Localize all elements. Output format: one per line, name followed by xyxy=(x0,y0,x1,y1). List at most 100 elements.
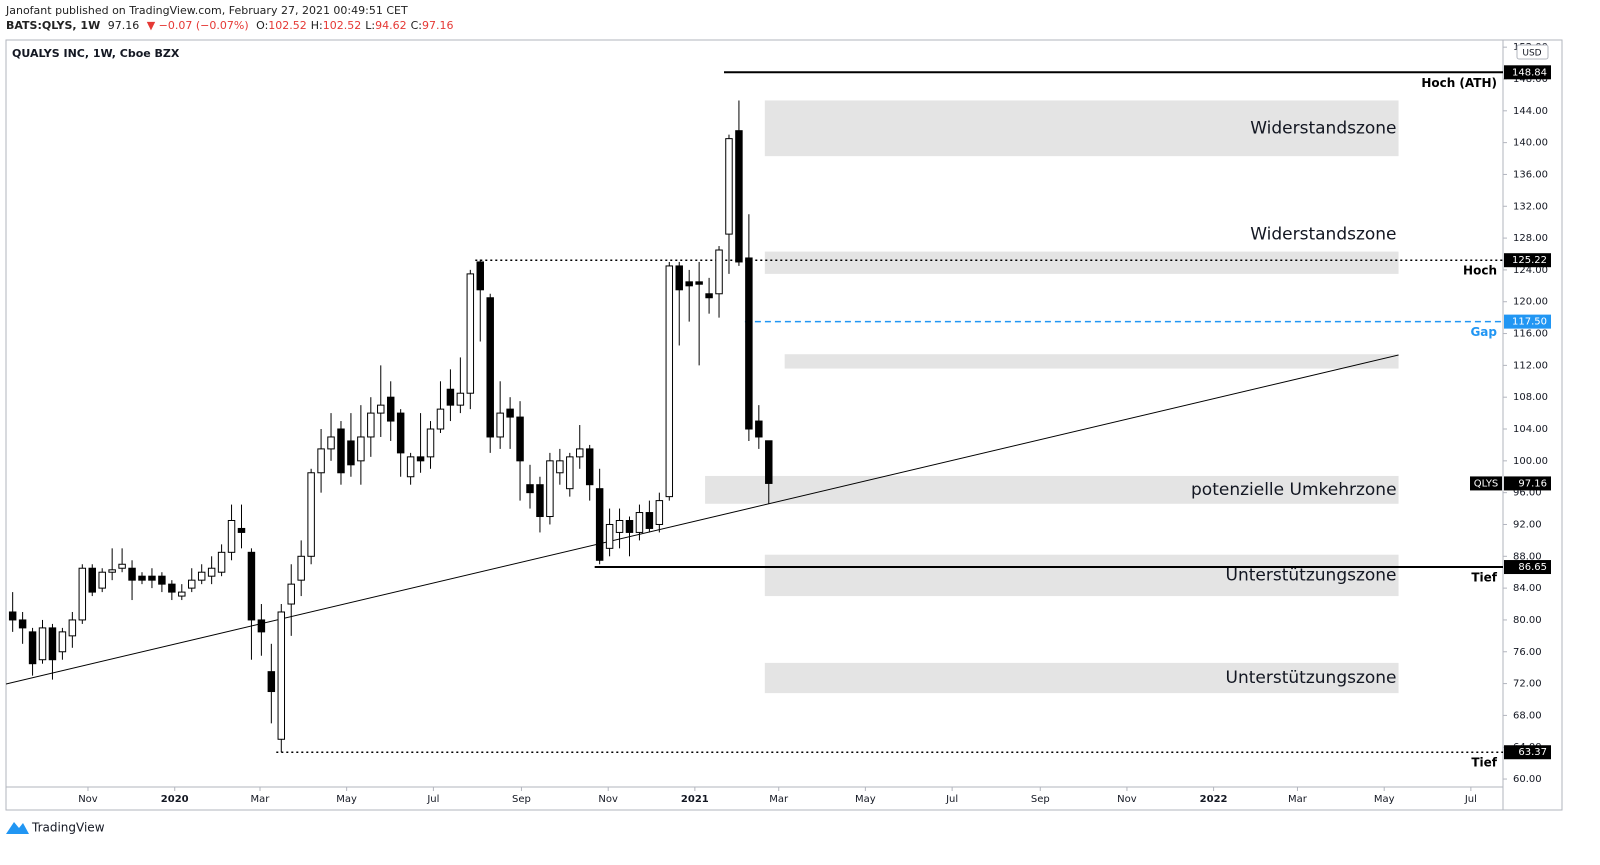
candle-body xyxy=(307,472,315,557)
ohlc-label: H: xyxy=(311,19,323,32)
ohlc-value: 102.52 xyxy=(268,19,307,32)
zone xyxy=(764,662,1399,694)
candle-body xyxy=(207,567,216,577)
price-badge xyxy=(1504,560,1551,575)
candle-body xyxy=(78,567,87,621)
candle-body xyxy=(576,448,584,458)
candle-body xyxy=(645,512,654,529)
zone-label: Unterstützungszone xyxy=(1226,668,1397,688)
x-tick-label: May xyxy=(1374,794,1395,805)
axes: Hoch (ATH)HochGapTiefTief60.0064.0068.00… xyxy=(78,42,1551,805)
symbol-badge-label: QLYS xyxy=(1474,478,1499,489)
candle-body xyxy=(257,619,266,633)
candle-body xyxy=(595,488,604,561)
candle-body xyxy=(655,500,664,525)
zone xyxy=(764,251,1399,274)
x-tick-label: Jul xyxy=(945,794,958,805)
candle-body xyxy=(88,567,96,593)
candle-body xyxy=(118,563,126,569)
candle-body xyxy=(317,448,325,474)
candle-body xyxy=(615,519,624,533)
candle-body xyxy=(98,571,106,589)
price-badge-label: 125.22 xyxy=(1512,255,1547,266)
x-tick-label: Mar xyxy=(769,794,789,805)
level-name: Hoch xyxy=(1463,264,1497,278)
y-tick-label: 96.00 xyxy=(1513,488,1542,499)
x-tick-label: Jul xyxy=(426,794,439,805)
candle-body xyxy=(28,631,37,665)
y-tick-label: 92.00 xyxy=(1513,519,1542,530)
y-tick-label: 108.00 xyxy=(1513,392,1548,403)
candle-body xyxy=(377,404,385,414)
candle-body xyxy=(217,551,226,573)
symbol: BATS:QLYS, 1W xyxy=(6,19,100,32)
candle-body xyxy=(197,571,206,581)
logo-icon xyxy=(6,822,29,834)
ohlc-label: L: xyxy=(365,19,375,32)
candle-body xyxy=(237,527,246,533)
author-line: Janofant published on TradingView.com, F… xyxy=(5,4,408,17)
y-tick-label: 68.00 xyxy=(1513,710,1542,721)
candle-body xyxy=(546,460,554,518)
candle-body xyxy=(416,456,425,462)
candle-body xyxy=(58,631,67,653)
x-tick-label: Sep xyxy=(512,794,531,805)
y-tick-label: 84.00 xyxy=(1513,583,1542,594)
candle-body xyxy=(715,249,723,295)
price-badge-label: 148.84 xyxy=(1512,67,1547,78)
candle-body xyxy=(695,281,703,285)
candle-body xyxy=(48,627,57,661)
candle-body xyxy=(68,619,77,637)
ohlc-value: 102.52 xyxy=(323,19,362,32)
x-tick-label: Nov xyxy=(78,794,98,805)
currency: USD xyxy=(1522,49,1541,59)
trendline xyxy=(6,354,1399,685)
candle-body xyxy=(178,591,186,597)
y-tick-label: 112.00 xyxy=(1513,360,1548,371)
y-tick-label: 104.00 xyxy=(1513,424,1548,435)
candle-body xyxy=(745,257,753,430)
candle-body xyxy=(665,265,674,498)
zone-label: Widerstandszone xyxy=(1250,225,1396,245)
brand: TradingView xyxy=(31,821,105,835)
ohlc-value: 94.62 xyxy=(375,19,407,32)
level-name: Gap xyxy=(1470,325,1497,339)
candle-body xyxy=(496,412,504,438)
tradingview-logo xyxy=(6,822,29,834)
zone xyxy=(764,100,1399,157)
candle-body xyxy=(327,436,335,450)
last: 97.16 xyxy=(108,19,140,32)
candle-body xyxy=(765,440,773,484)
zone-label: Widerstandszone xyxy=(1250,118,1396,138)
candle-body xyxy=(337,428,345,474)
price-badge-label: 97.16 xyxy=(1518,478,1547,489)
candle-body xyxy=(426,428,435,458)
x-tick-label: 2022 xyxy=(1200,794,1228,805)
x-tick-label: 2021 xyxy=(681,794,709,805)
candle-body xyxy=(675,265,683,291)
change: ▼ −0.07 (−0.07%) xyxy=(147,19,249,32)
ohlc-value: 97.16 xyxy=(422,19,454,32)
symbol-badge xyxy=(1470,476,1502,491)
candle-body xyxy=(267,671,276,693)
candle-body xyxy=(446,388,455,406)
candle-body xyxy=(466,273,475,394)
candle-body xyxy=(486,297,494,438)
candle-body xyxy=(108,569,116,573)
x-tick-label: Nov xyxy=(1117,794,1137,805)
candle-body xyxy=(297,555,305,581)
y-tick-label: 88.00 xyxy=(1513,551,1542,562)
x-tick-label: Mar xyxy=(251,794,271,805)
candle-body xyxy=(705,293,713,299)
currency-box xyxy=(1516,44,1549,60)
x-tick-label: May xyxy=(855,794,876,805)
candle-body xyxy=(357,436,365,462)
candle-body xyxy=(247,551,256,621)
chart-frame xyxy=(5,39,1563,811)
zone-label: Unterstützungszone xyxy=(1226,565,1397,585)
ohlc-label: C: xyxy=(411,19,422,32)
candle-body xyxy=(725,138,733,235)
candle-body xyxy=(406,456,415,478)
y-tick-label: 100.00 xyxy=(1513,456,1548,467)
